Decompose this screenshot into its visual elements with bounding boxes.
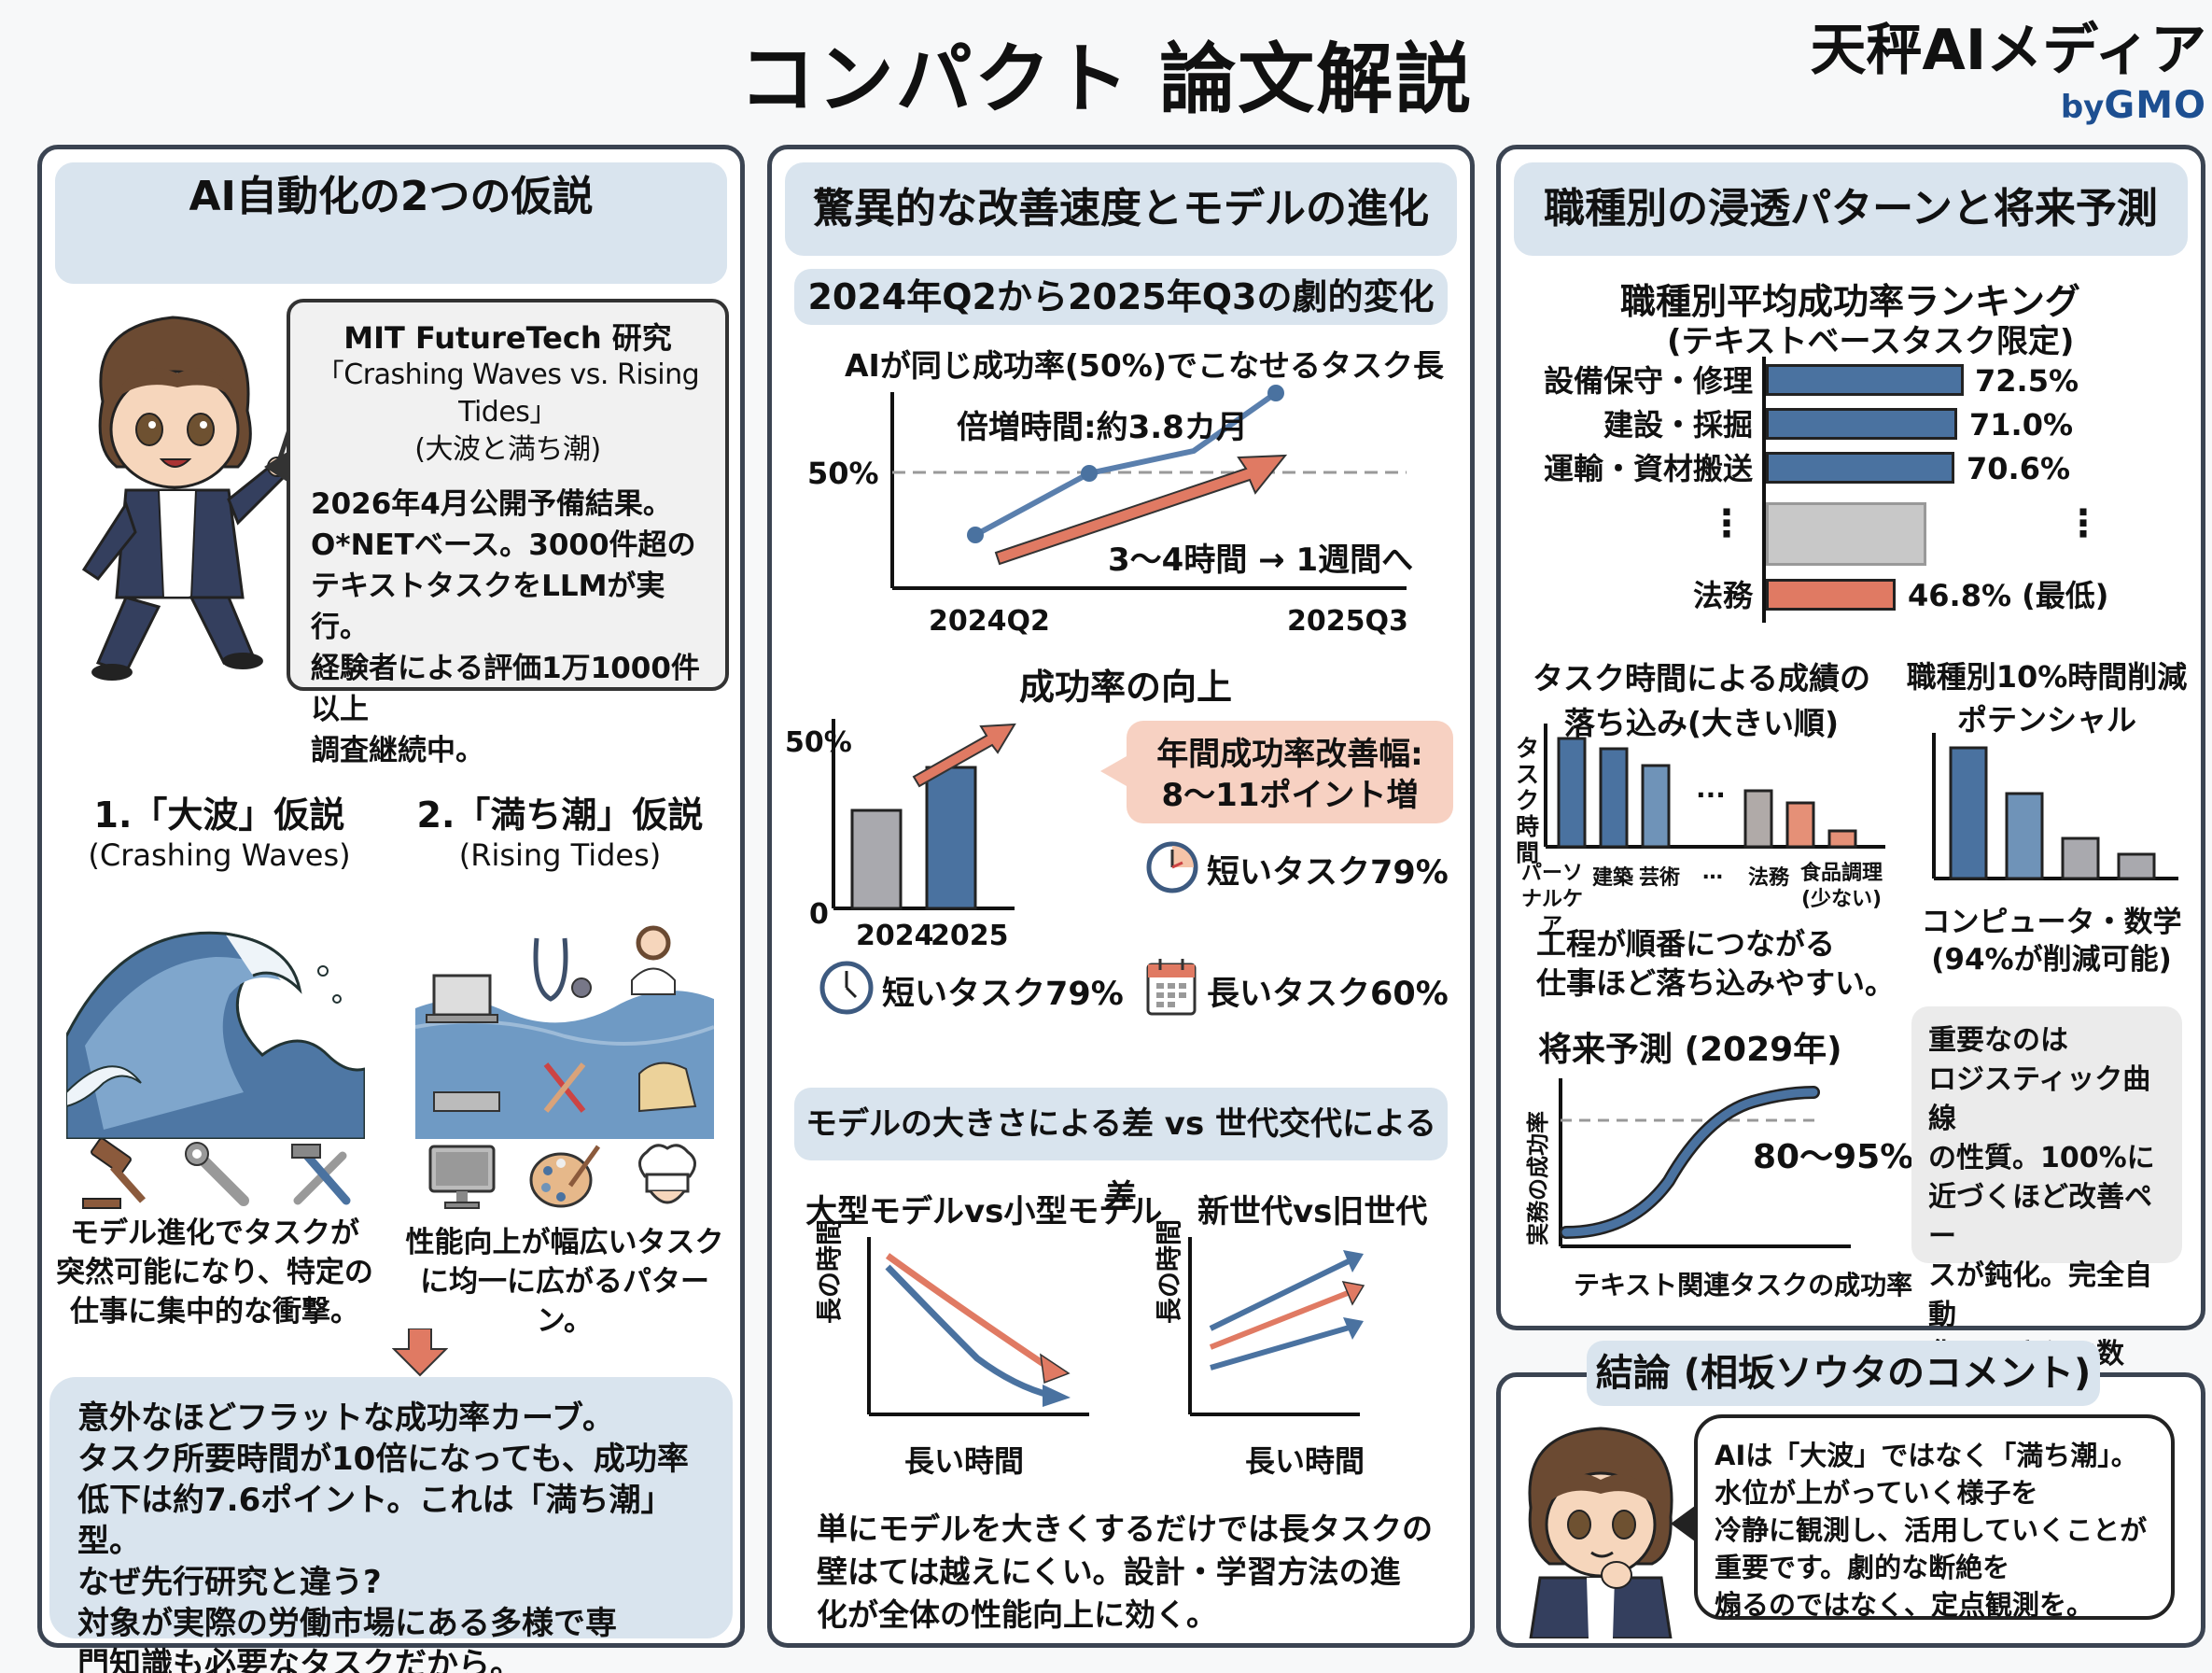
intro-speech-bubble: MIT FutureTech 研究 「Crashing Waves vs. Ri… <box>287 299 729 767</box>
ranking-ellipsis-left: ⋮ <box>1708 502 1745 545</box>
gen-chart-xlabel: 長い時間 <box>1245 1443 1365 1479</box>
hypothesis-crashing-waves: 1.「大波」仮説 (Crashing Waves) <box>88 794 351 873</box>
monitor-icon <box>428 1145 496 1209</box>
x-label-start: 2024Q2 <box>929 605 1050 638</box>
drop-chart-note: 工程が順番につながる 仕事ほど落ち込みやすい。 <box>1536 926 1896 1001</box>
palette-icon <box>529 1145 601 1208</box>
ranking-axis <box>1762 357 1766 623</box>
reduction-chart-label: コンピュータ・数学 (94%が削減可能) <box>1921 906 2182 977</box>
callout-tail <box>1100 756 1127 786</box>
bar-y-zero: 0 <box>809 898 829 931</box>
ranking-ellipsis-right: ⋮ <box>2065 502 2102 545</box>
hypothesis-rising-tides: 2.「満ち潮」仮説 (Rising Tides) <box>416 794 704 873</box>
brand-by: byGMO <box>2060 84 2206 127</box>
brand-name: 天秤AIメディア <box>1810 18 2206 83</box>
logistic-curve-chart <box>1559 1078 1851 1248</box>
x-label-end: 2025Q3 <box>1287 605 1408 638</box>
page-title: コンパクト 論文解説 <box>738 35 1474 124</box>
rising-tides-icons <box>425 1139 705 1214</box>
size-comparison-chart <box>867 1237 1089 1416</box>
middle-panel-header: 驚異的な改善速度とモデルの進化 <box>785 162 1457 256</box>
closing-header: 結論 (相坂ソウタのコメント) <box>1587 1341 2100 1406</box>
bar-y-top: 50% <box>785 726 852 759</box>
ranking-bar <box>1766 452 1954 484</box>
gen-chart-ylabel: 長の時間 <box>1154 1218 1184 1324</box>
ranking-row: 建設・採掘 71.0% <box>1603 407 2074 443</box>
hammer-wrench-icon <box>291 1144 351 1205</box>
paper-title: 「Crashing Waves vs. Rising Tides」 <box>315 358 700 429</box>
forecast-xlabel: テキスト関連タスクの成功率 <box>1574 1270 1913 1300</box>
ranking-bar <box>1766 579 1896 611</box>
doubling-time-label: 倍増時間:約3.8カ月 <box>957 409 1248 446</box>
bar-x-2025: 2025 <box>931 920 1009 952</box>
drop-chart-title: タスク時間による成績の 落ち込み(大きい順) <box>1532 660 1870 741</box>
clock-icon <box>819 961 874 1015</box>
forecast-title: 将来予測 (2029年) <box>1538 1031 1842 1069</box>
ranking-subtitle: (テキストベースタスク限定) <box>1667 323 2075 360</box>
thinking-character-icon <box>1528 1427 1673 1638</box>
right-panel-header: 職種別の浸透パターンと将来予測 <box>1514 162 2188 256</box>
size-chart-ylabel: 長の時間 <box>814 1218 845 1324</box>
logistic-note-box: 重要なのは ロジスティック曲線 の性質。100%に 近づくほど改善ペー スが鈍化… <box>1911 1006 2182 1410</box>
speech-tail <box>264 450 290 484</box>
ranking-row: 設備保守・修理 72.5% <box>1543 363 2079 399</box>
long-task-stat: 長いタスク60% <box>1207 976 1449 1013</box>
presenter-character-icon <box>81 316 294 681</box>
drop-chart-ylabel: タスク時間 <box>1516 735 1540 866</box>
improvement-callout: 年間成功率改善幅: 8〜11ポイント増 <box>1127 721 1453 823</box>
size-chart-xlabel: 長い時間 <box>904 1443 1025 1479</box>
time-reduction-chart <box>1932 733 2178 880</box>
chef-hat-icon <box>638 1144 696 1204</box>
ranking-row: 運輸・資材搬送 70.6% <box>1543 451 2071 486</box>
ranking-bar <box>1766 408 1957 440</box>
success-rate-bars-detail <box>850 766 977 910</box>
big-wave-icon <box>66 906 365 1139</box>
left-panel: AI自動化の「実像」を探る (MIT発1万7000件調査) MIT Future… <box>37 145 745 1673</box>
task-range-label: 3〜4時間 → 1週間へ <box>1108 541 1414 579</box>
right-panel: 職種別の浸透パターンと将来予測 職種別平均成功率ランキング (テキストベースタス… <box>1496 145 2205 1410</box>
ranking-title: 職種別平均成功率ランキング <box>1620 281 2080 322</box>
reduction-chart-title: 職種別10%時間削減 ポテンシャル <box>1906 659 2188 738</box>
hypotheses-header: AI自動化の2つの仮説 <box>55 162 727 284</box>
short-task-stat-a: 短いタスク79% <box>1207 854 1449 892</box>
crashing-waves-icons <box>79 1139 359 1214</box>
bar-chart-title: 成功率の向上 <box>1019 667 1233 708</box>
generation-comparison-chart <box>1188 1237 1365 1416</box>
ranking-bar <box>1766 364 1964 396</box>
calendar-icon <box>1146 959 1197 1016</box>
closing-speech-bubble: AIは「大波」ではなく「満ち潮」。 水位が上がっていく様子を 冷静に観測し、活用… <box>1694 1414 2175 1621</box>
brand-logo: 天秤AIメディア byGMO <box>1810 22 2206 127</box>
gavel-icon <box>82 1139 146 1209</box>
task-length-line-chart <box>890 385 1407 590</box>
model-summary-text: 単にモデルを大きくするだけでは長タスクの 壁はては越えにくい。設計・学習方法の進… <box>817 1511 1433 1633</box>
task-time-drop-chart: ··· <box>1544 724 1885 849</box>
middle-panel: 驚異的な改善速度とモデルの進化 2024年Q2から2025年Q3の劇的変化 AI… <box>767 145 1475 1648</box>
finding-summary-box: 意外なほどフラットな成功率カーブ。 タスク所要時間が10倍になっても、成功率 低… <box>49 1377 733 1673</box>
clock-orange-icon <box>1146 841 1198 893</box>
rising-tide-icon <box>415 925 714 1139</box>
size-chart-title: 大型モデルvs小型モデル <box>805 1193 1163 1230</box>
down-arrow-icon <box>392 1329 448 1377</box>
short-task-stat-b: 短いタスク79% <box>882 976 1124 1013</box>
gmo-logo: GMO <box>2104 84 2206 127</box>
intro-body: 2026年4月公開予備結果。 O*NETベース。3000件超の テキストタスクを… <box>311 487 700 767</box>
rising-tides-desc: 性能向上が幅広いタスク に均一に広がるパターン。 <box>405 1226 724 1338</box>
study-title: MIT FutureTech 研究 <box>343 320 672 356</box>
line-chart-title: AIが同じ成功率(50%)でこなせるタスク長 <box>845 347 1444 384</box>
crashing-waves-desc: モデル進化でタスクが 突然可能になり、特定の 仕事に集中的な衝撃。 <box>56 1216 373 1329</box>
ranking-ellipsis-bar <box>1766 502 1926 566</box>
wrench-icon <box>185 1142 249 1206</box>
y-label-50: 50% <box>807 456 879 491</box>
section-change-header: 2024年Q2から2025年Q3の劇的変化 <box>794 269 1448 325</box>
ranking-row: 法務 46.8% (最低) <box>1692 578 2109 613</box>
section-model-compare-header: モデルの大きさによる差 vs 世代交代による差 <box>794 1088 1448 1216</box>
trend-up-arrow-icon <box>912 723 1016 788</box>
forecast-range: 80〜95% <box>1753 1138 1914 1176</box>
paper-title-ja: (大波と満ち潮) <box>414 433 601 466</box>
bar-x-2024: 2024 <box>856 920 934 952</box>
svg-text:···: ··· <box>1696 780 1726 810</box>
gen-chart-title: 新世代vs旧世代 <box>1197 1193 1428 1230</box>
